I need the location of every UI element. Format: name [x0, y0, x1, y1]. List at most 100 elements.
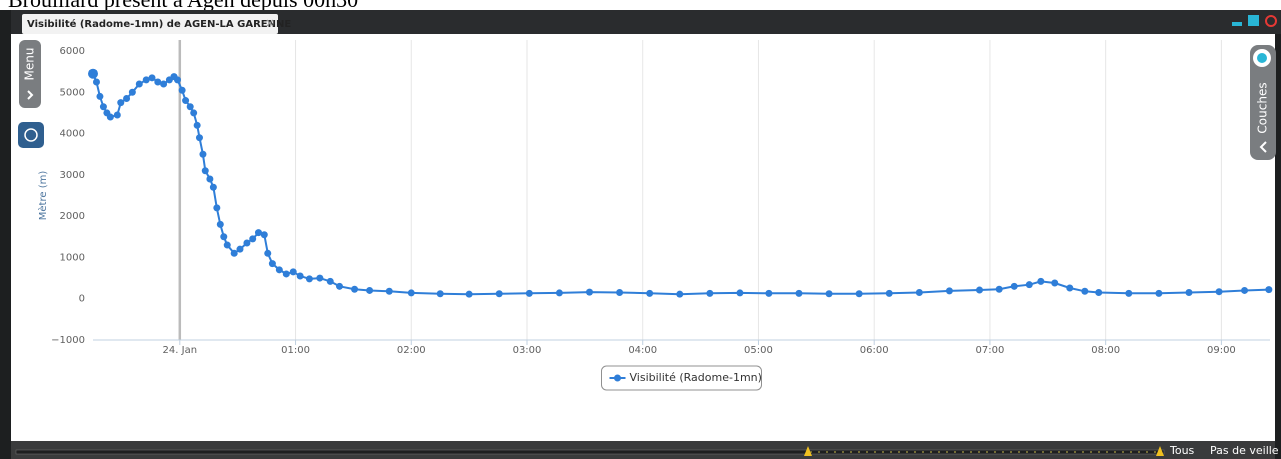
data-point [123, 94, 131, 102]
x-tick-label: 05:00 [744, 345, 773, 356]
data-point [260, 231, 268, 239]
data-point [436, 290, 444, 298]
legend-marker [614, 374, 621, 382]
x-tick-label: 04:00 [628, 345, 657, 356]
data-point [1095, 289, 1103, 297]
menu-chevron [27, 90, 34, 100]
data-point [351, 285, 359, 293]
close-btn[interactable] [1265, 15, 1277, 27]
x-tick-label: 24. Jan [163, 345, 198, 356]
data-point [199, 150, 207, 158]
y-tick-label: 0 [79, 294, 85, 305]
data-point [282, 270, 290, 278]
data-point [616, 289, 624, 297]
data-point [995, 285, 1003, 293]
data-point [190, 109, 198, 117]
y-tick-label: 4000 [60, 129, 85, 140]
data-point [148, 74, 156, 82]
legend-label: Visibilité (Radome-1mn) [630, 371, 762, 384]
data-point [855, 290, 863, 298]
data-point [178, 86, 186, 94]
weather-btn[interactable] [18, 122, 44, 148]
data-point [201, 167, 209, 175]
data-point [135, 80, 143, 88]
y-tick-label: 5000 [60, 87, 85, 98]
data-point [195, 134, 203, 142]
legend-box[interactable] [601, 365, 762, 391]
data-point [99, 103, 107, 111]
data-point [366, 286, 374, 294]
data-point [264, 249, 272, 257]
y-tick-label: 6000 [60, 46, 85, 57]
data-point [154, 78, 162, 86]
data-point [117, 99, 125, 107]
timeline-handle[interactable] [804, 446, 812, 456]
data-point [160, 80, 168, 88]
data-point [142, 76, 150, 84]
data-point [268, 260, 276, 268]
x-tick-label: 06:00 [860, 345, 889, 356]
data-point [1241, 286, 1249, 294]
data-point [1037, 277, 1045, 285]
data-point [555, 289, 563, 297]
minimize-btn[interactable] [1232, 22, 1242, 26]
data-point [336, 282, 344, 290]
data-point [106, 113, 114, 121]
x-tick-label: 03:00 [513, 345, 542, 356]
layers-label: Couches [1256, 82, 1270, 133]
data-point [216, 220, 224, 228]
layers-icon [1257, 53, 1267, 63]
layers-tab[interactable] [1250, 45, 1276, 160]
menu-label: Menu [23, 48, 37, 81]
data-point [676, 290, 684, 298]
header-text: Brouillard présent à Agen depuis 00h30 [8, 0, 358, 12]
data-point [316, 274, 324, 282]
data-point [206, 175, 214, 183]
maximize-btn[interactable] [1248, 15, 1259, 26]
data-point [193, 121, 201, 129]
data-point [795, 289, 803, 297]
tab[interactable] [22, 14, 278, 34]
data-point [96, 92, 104, 100]
data-point [1185, 289, 1193, 297]
data-point [1025, 281, 1033, 289]
data-point [1010, 282, 1018, 290]
data-point [326, 277, 334, 285]
y-axis-label: Mètre (m) [37, 171, 49, 221]
data-point [525, 289, 533, 297]
data-point [113, 111, 121, 119]
tab-close[interactable] [266, 19, 274, 27]
weather-icon [24, 128, 38, 142]
data-point [1155, 289, 1163, 297]
timeline-watch[interactable]: Pas de veille [1210, 444, 1279, 457]
timeline-all[interactable]: Tous [1169, 444, 1195, 457]
data-point [465, 290, 473, 298]
data-point [173, 76, 181, 84]
plot: Mètre (m) −1000 0 1000 2000 3000 4000 5000 6000 2… [37, 40, 1273, 391]
y-tick-label: 3000 [60, 170, 85, 181]
x-tick-label: 09:00 [1207, 345, 1236, 356]
timeline-track[interactable] [15, 449, 1165, 455]
data-point [220, 233, 228, 241]
data-point [885, 289, 893, 297]
data-point [296, 272, 304, 280]
data-point [736, 289, 744, 297]
data-point [1215, 288, 1223, 296]
data-point [976, 286, 984, 294]
y-tick-label: −1000 [51, 335, 85, 346]
right-border [1275, 34, 1281, 459]
left-border [0, 10, 11, 459]
data-point [254, 229, 262, 237]
series-line [92, 73, 1269, 296]
data-point [305, 275, 313, 283]
x-tick-label: 02:00 [397, 345, 426, 356]
tab-title: Visibilité (Radome-1mn) de AGEN-LA GAREN… [27, 18, 291, 30]
data-point [243, 239, 251, 247]
timeline-handle[interactable] [1156, 446, 1164, 456]
layers-chevron [1259, 141, 1267, 153]
menu-tab[interactable] [19, 40, 41, 108]
data-point [915, 289, 923, 297]
data-point [92, 78, 100, 86]
data-point [230, 249, 238, 257]
